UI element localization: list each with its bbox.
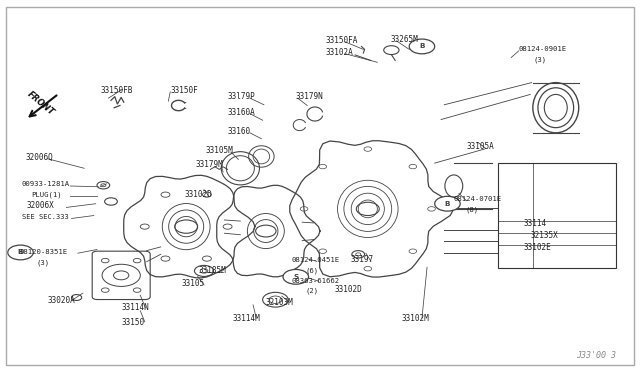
Text: 33114: 33114 [524, 219, 547, 228]
Text: (6): (6) [306, 268, 319, 274]
Text: 33l79P: 33l79P [228, 92, 255, 101]
Text: B: B [419, 44, 425, 49]
Text: 33105: 33105 [181, 279, 204, 288]
Text: 33150F: 33150F [170, 86, 198, 94]
Text: 08124-0701E: 08124-0701E [454, 196, 502, 202]
Circle shape [8, 245, 33, 260]
Text: 33102D: 33102D [185, 190, 212, 199]
Text: 32135X: 32135X [531, 231, 558, 240]
Text: SEE SEC.333: SEE SEC.333 [22, 214, 68, 220]
Text: 33102A: 33102A [325, 48, 353, 57]
Text: B: B [18, 250, 23, 256]
Text: 33179N: 33179N [296, 92, 324, 101]
Text: 33105A: 33105A [467, 142, 494, 151]
Text: (3): (3) [534, 57, 547, 63]
Text: 08124-0451E: 08124-0451E [291, 257, 339, 263]
Text: 33150FB: 33150FB [100, 86, 132, 94]
Text: 32006Q: 32006Q [26, 153, 53, 162]
Circle shape [435, 196, 460, 211]
Text: FRONT: FRONT [26, 89, 56, 117]
Circle shape [409, 39, 435, 54]
Text: 33265M: 33265M [390, 35, 418, 44]
Text: 32103M: 32103M [266, 298, 294, 307]
Text: J33'00 3: J33'00 3 [576, 351, 616, 360]
Text: (2): (2) [306, 288, 319, 295]
Text: 33160: 33160 [228, 127, 251, 136]
Text: 08120-8351E: 08120-8351E [19, 249, 67, 255]
Text: 33179M: 33179M [196, 160, 223, 169]
Circle shape [283, 269, 308, 284]
Text: 33102M: 33102M [401, 314, 429, 323]
Text: 33020A: 33020A [47, 296, 75, 305]
Text: 33150: 33150 [121, 318, 144, 327]
Text: S: S [293, 274, 298, 280]
Text: 33160A: 33160A [228, 108, 255, 117]
Text: 32006X: 32006X [27, 201, 54, 211]
Text: (8): (8) [465, 206, 479, 213]
Text: 33114M: 33114M [232, 314, 260, 323]
Text: 33185M: 33185M [199, 266, 227, 275]
Text: (3): (3) [36, 259, 49, 266]
Text: 08124-0901E: 08124-0901E [519, 46, 567, 52]
Text: PLUG(1): PLUG(1) [31, 192, 62, 198]
Text: 33150FA: 33150FA [325, 36, 358, 45]
Bar [499, 163, 616, 268]
Text: 33114N: 33114N [121, 303, 149, 312]
Text: B: B [445, 201, 450, 207]
Text: 33197: 33197 [351, 255, 374, 264]
Text: 33102E: 33102E [524, 243, 552, 252]
Text: 33105M: 33105M [205, 146, 233, 155]
Text: 08363-61662: 08363-61662 [291, 278, 339, 283]
Text: 33102D: 33102D [334, 285, 362, 294]
Text: 00933-1281A: 00933-1281A [22, 181, 70, 187]
